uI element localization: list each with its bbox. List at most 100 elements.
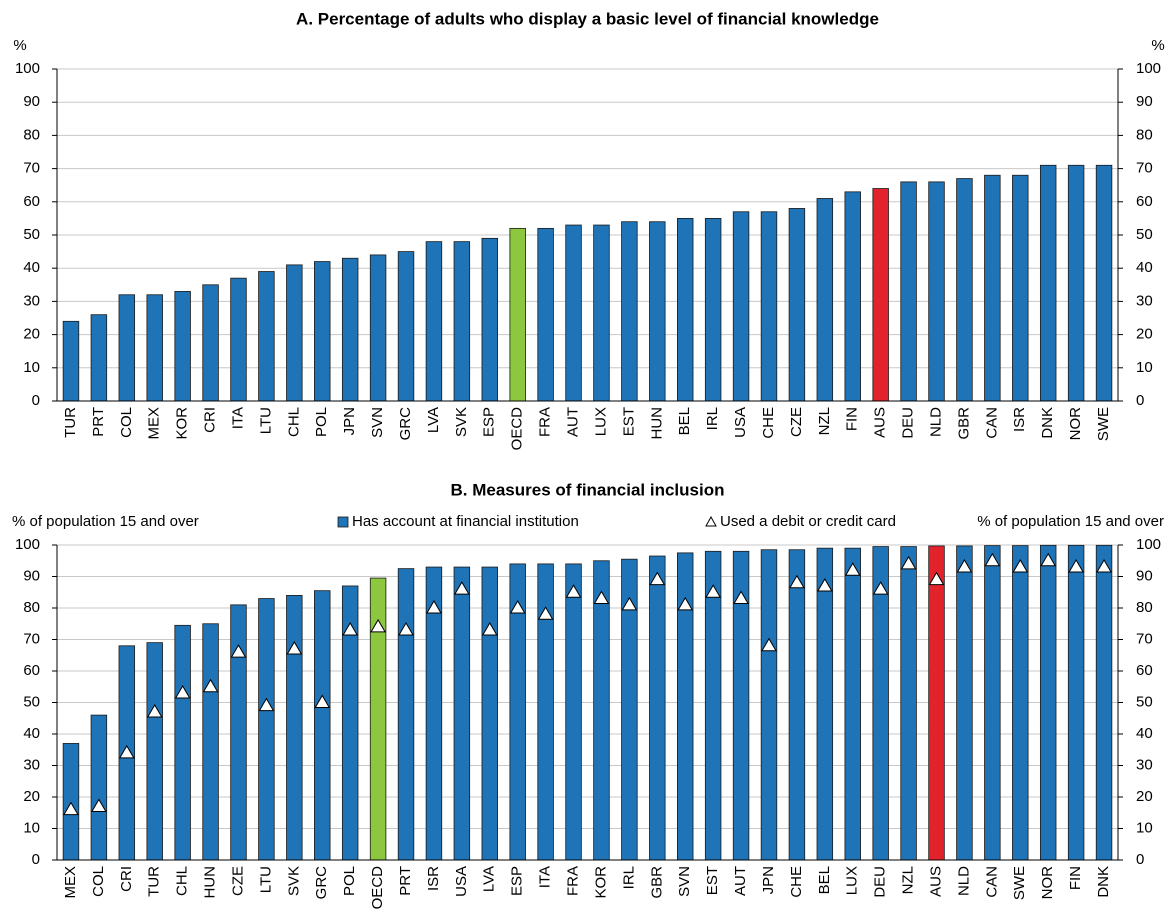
triangle-marker bbox=[733, 590, 749, 605]
x-tick-label: LVA bbox=[481, 866, 498, 892]
bar bbox=[565, 224, 582, 402]
x-tick-label: OECD bbox=[509, 407, 526, 451]
bar bbox=[593, 560, 610, 861]
bar bbox=[230, 277, 247, 402]
triangle-marker bbox=[1096, 559, 1112, 573]
bar bbox=[816, 547, 834, 861]
x-tick-label: COL bbox=[90, 866, 107, 897]
triangle-marker bbox=[314, 694, 331, 708]
legend-label: Has account at financial institution bbox=[352, 513, 579, 530]
y2-axis-label: % bbox=[1151, 37, 1164, 54]
x-tick-label: NOR bbox=[1067, 407, 1084, 441]
x-tick-label: SVK bbox=[285, 866, 302, 896]
x-tick-label: SVN bbox=[369, 407, 386, 438]
bar bbox=[649, 221, 666, 402]
bar bbox=[341, 257, 359, 402]
x-tick-label: DNK bbox=[1039, 407, 1056, 439]
x-tick-label: GBR bbox=[648, 866, 665, 899]
x-tick-label: AUS bbox=[872, 407, 889, 438]
y-tick-label: 80 bbox=[23, 599, 40, 616]
y2-tick-label: 40 bbox=[1136, 259, 1153, 276]
bar bbox=[202, 284, 219, 402]
triangle-marker bbox=[453, 581, 470, 595]
bar bbox=[593, 224, 610, 402]
x-tick-label: SVN bbox=[676, 866, 693, 897]
x-tick-label: LTU bbox=[257, 407, 274, 434]
bar bbox=[481, 566, 498, 861]
y-tick-label: 20 bbox=[23, 788, 40, 805]
x-tick-label: ISR bbox=[1011, 407, 1028, 432]
bar bbox=[1012, 545, 1029, 861]
x-tick-label: GRC bbox=[313, 866, 330, 900]
x-tick-label: IRL bbox=[704, 407, 721, 430]
y-axis-label: % bbox=[13, 37, 26, 54]
x-tick-label: NZL bbox=[816, 407, 833, 435]
triangle-marker bbox=[202, 678, 219, 693]
x-tick-label: MEX bbox=[62, 866, 79, 899]
x-tick-label: CHL bbox=[285, 407, 302, 437]
x-tick-label: GRC bbox=[397, 407, 414, 441]
bar bbox=[844, 191, 861, 402]
x-tick-label: BEL bbox=[676, 407, 693, 435]
x-tick-label: GBR bbox=[955, 407, 972, 440]
bar bbox=[1095, 544, 1113, 861]
y-tick-label: 0 bbox=[32, 392, 40, 409]
y2-tick-label: 50 bbox=[1136, 693, 1153, 710]
triangle-marker bbox=[705, 584, 722, 598]
y-tick-label: 70 bbox=[23, 160, 40, 177]
x-tick-label: NZL bbox=[900, 866, 917, 894]
x-tick-label: KOR bbox=[592, 866, 609, 899]
x-tick-label: DEU bbox=[872, 866, 889, 898]
x-tick-label: ITA bbox=[229, 407, 246, 429]
x-tick-label: DEU bbox=[900, 407, 917, 439]
triangle-marker bbox=[509, 600, 526, 614]
triangle-marker bbox=[118, 744, 135, 759]
bar bbox=[788, 208, 806, 402]
y-tick-label: 10 bbox=[23, 819, 40, 836]
x-tick-label: AUT bbox=[732, 866, 749, 896]
bar bbox=[90, 714, 108, 861]
y2-tick-label: 0 bbox=[1136, 851, 1144, 868]
bar bbox=[286, 595, 303, 861]
x-tick-label: PRT bbox=[397, 866, 414, 896]
y-tick-label: 10 bbox=[23, 359, 40, 376]
x-tick-label: JPN bbox=[341, 407, 358, 435]
y-tick-label: 20 bbox=[23, 326, 40, 343]
x-tick-label: NOR bbox=[1039, 866, 1056, 900]
triangle-marker bbox=[63, 801, 79, 816]
y-tick-label: 30 bbox=[23, 756, 40, 773]
bar bbox=[732, 211, 750, 402]
bar bbox=[1067, 544, 1085, 861]
bar bbox=[1039, 544, 1057, 861]
y2-tick-label: 10 bbox=[1136, 359, 1153, 376]
bar bbox=[1095, 164, 1113, 402]
x-tick-label: IRL bbox=[620, 866, 637, 889]
x-tick-label: KOR bbox=[174, 407, 191, 440]
y-tick-label: 30 bbox=[23, 292, 40, 309]
bar bbox=[286, 264, 303, 402]
y-axis-label: % of population 15 and over bbox=[12, 513, 199, 530]
y2-tick-label: 80 bbox=[1136, 599, 1153, 616]
y2-tick-label: 90 bbox=[1136, 567, 1153, 584]
triangle-marker bbox=[900, 555, 917, 570]
triangle-marker bbox=[1068, 559, 1084, 573]
bar bbox=[230, 604, 247, 861]
x-tick-label: EST bbox=[620, 407, 637, 436]
bar bbox=[649, 555, 666, 861]
x-tick-label: USA bbox=[732, 407, 749, 438]
triangle-marker bbox=[1040, 552, 1057, 567]
triangle-marker bbox=[565, 584, 582, 598]
triangle-marker bbox=[677, 596, 694, 611]
triangle-marker bbox=[342, 622, 359, 636]
x-tick-label: AUT bbox=[565, 407, 582, 437]
x-tick-label: LVA bbox=[425, 407, 442, 433]
y-tick-label: 100 bbox=[15, 60, 40, 77]
triangle-marker bbox=[370, 618, 386, 633]
x-tick-label: NLD bbox=[955, 866, 972, 896]
y2-tick-label: 20 bbox=[1136, 788, 1153, 805]
triangle-marker bbox=[537, 606, 554, 620]
bar bbox=[509, 227, 526, 402]
y-tick-label: 0 bbox=[32, 851, 40, 868]
bar bbox=[314, 590, 331, 861]
